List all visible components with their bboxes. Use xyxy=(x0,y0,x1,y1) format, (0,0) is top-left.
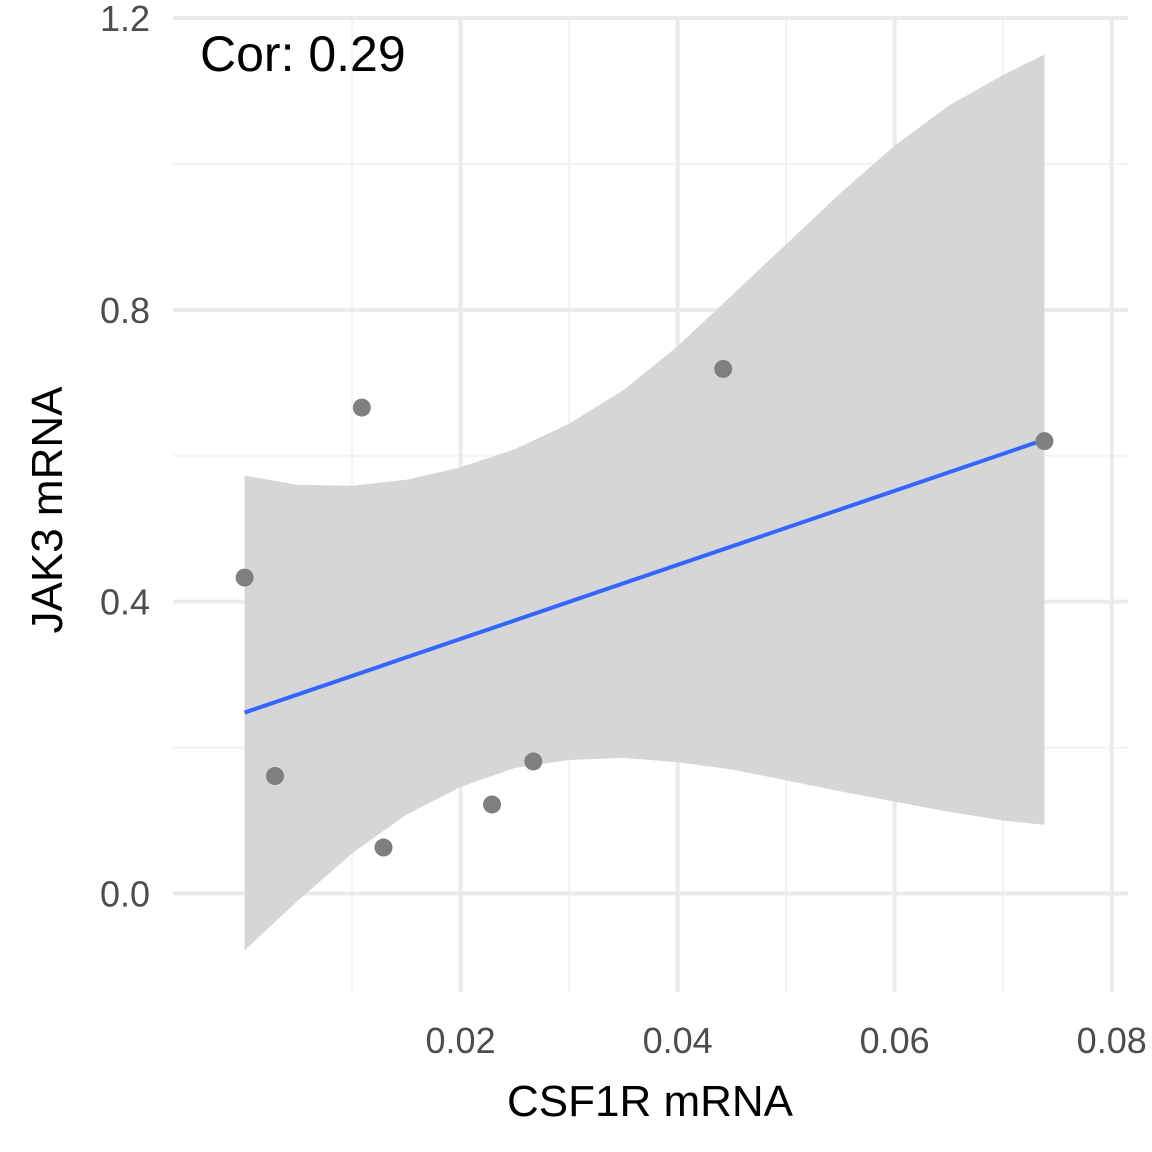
y-axis-title: JAK3 mRNA xyxy=(23,386,72,634)
data-point xyxy=(524,752,543,771)
x-tick-label: 0.08 xyxy=(1077,1020,1147,1061)
y-tick-label: 1.2 xyxy=(100,0,150,39)
x-tick-label: 0.02 xyxy=(426,1020,496,1061)
x-tick-label: 0.04 xyxy=(643,1020,713,1061)
y-tick-label: 0.4 xyxy=(100,582,150,623)
x-tick-label: 0.06 xyxy=(860,1020,930,1061)
data-point xyxy=(235,568,254,587)
y-tick-label: 0.0 xyxy=(100,874,150,915)
data-point xyxy=(266,767,285,786)
data-point xyxy=(483,795,502,814)
correlation-annotation: Cor: 0.29 xyxy=(200,26,406,82)
data-point xyxy=(714,359,733,378)
confidence-band xyxy=(244,54,1045,951)
data-point xyxy=(374,838,393,857)
y-tick-labels: 0.0 0.4 0.8 1.2 xyxy=(100,0,150,915)
x-tick-labels: 0.02 0.04 0.06 0.08 xyxy=(426,1020,1147,1061)
x-axis-title: CSF1R mRNA xyxy=(507,1077,794,1126)
data-points xyxy=(235,359,1054,857)
trend-line xyxy=(243,437,1046,715)
data-point xyxy=(1035,432,1054,451)
y-tick-label: 0.8 xyxy=(100,290,150,331)
data-point xyxy=(352,398,371,417)
